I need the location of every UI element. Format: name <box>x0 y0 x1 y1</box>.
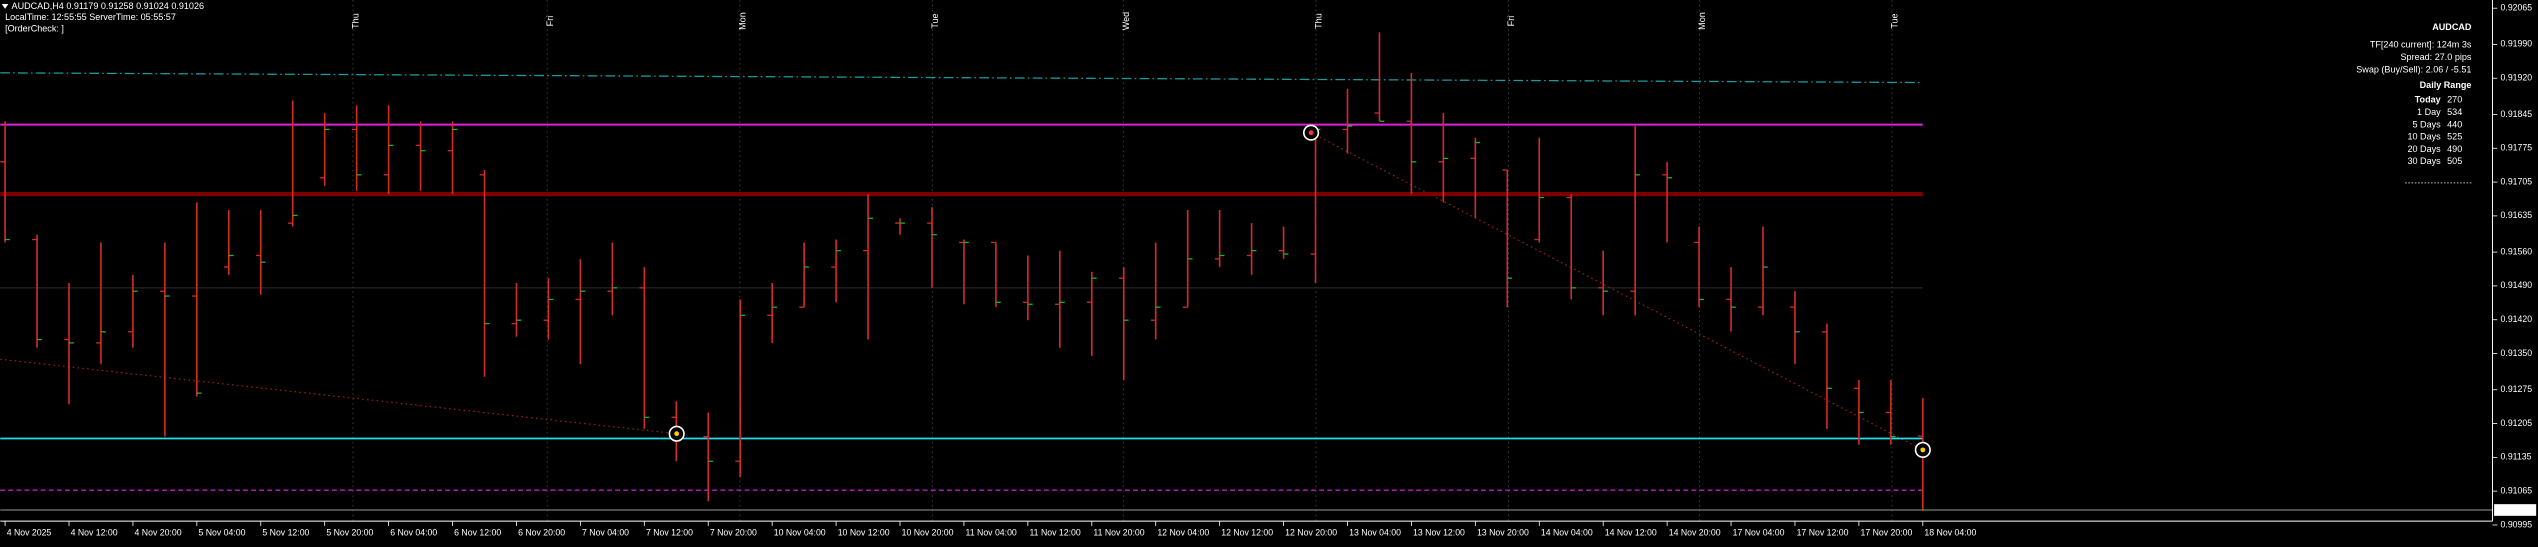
trend-line <box>0 358 677 435</box>
x-tick-label: 17 Nov 12:00 <box>1797 528 1849 538</box>
y-tick-label: 0.92065 <box>2501 3 2533 13</box>
panel-line: Swap (Buy/Sell): 2.06 / -5.51 <box>2356 64 2471 74</box>
x-tick-label: 17 Nov 04:00 <box>1733 528 1785 538</box>
marker-dot <box>1920 447 1926 453</box>
range-value: 534 <box>2447 107 2462 117</box>
x-tick-label: 7 Nov 04:00 <box>582 528 629 538</box>
x-tick-label: 10 Nov 12:00 <box>838 528 890 538</box>
x-tick-label: 4 Nov 12:00 <box>71 528 118 538</box>
x-tick-label: 13 Nov 12:00 <box>1413 528 1465 538</box>
x-tick-label: 7 Nov 20:00 <box>710 528 757 538</box>
x-tick-label: 5 Nov 04:00 <box>198 528 245 538</box>
y-tick-label: 0.91135 <box>2501 452 2532 462</box>
range-value: 440 <box>2447 119 2462 129</box>
labels: AUDCAD,H4 0.91179 0.91258 0.91024 0.9102… <box>4 1 2537 538</box>
y-tick-label: 0.91350 <box>2501 348 2533 358</box>
marker-dot <box>1308 130 1314 136</box>
channel-line <box>0 72 1923 84</box>
bars <box>0 32 1928 511</box>
range-value: 525 <box>2447 132 2462 142</box>
weekday-label: Tue <box>1890 13 1900 28</box>
y-tick-label: 0.91775 <box>2501 143 2533 153</box>
range-label: 1 Day <box>2417 107 2441 117</box>
x-tick-label: 12 Nov 20:00 <box>1285 528 1337 538</box>
range-title: Daily Range <box>2420 80 2472 90</box>
weekday-label: Fri <box>545 16 555 27</box>
x-tick-label: 14 Nov 04:00 <box>1541 528 1593 538</box>
y-tick-label: 0.91065 <box>2501 485 2533 495</box>
range-value: 505 <box>2447 156 2462 166</box>
range-value: 490 <box>2447 144 2462 154</box>
x-tick-label: 6 Nov 12:00 <box>454 528 501 538</box>
range-label: 30 Days <box>2407 156 2441 166</box>
marker-dot <box>674 431 680 437</box>
weekday-label: Mon <box>737 12 747 30</box>
x-tick-label: 5 Nov 20:00 <box>326 528 373 538</box>
y-tick-label: 0.91420 <box>2501 314 2533 324</box>
markers <box>668 124 1931 458</box>
menu-arrow[interactable] <box>1 4 9 9</box>
price-box <box>2494 504 2537 516</box>
info-line: LocalTime: 12:55:55 ServerTime: 05:55:57 <box>5 12 176 22</box>
panel-line: Spread: 27.0 pips <box>2401 52 2472 62</box>
range-label: Today <box>2415 95 2441 105</box>
weekday-label: Fri <box>1506 16 1516 27</box>
range-label: 20 Days <box>2407 144 2441 154</box>
x-tick-label: 6 Nov 04:00 <box>390 528 437 538</box>
info-line: AUDCAD,H4 0.91179 0.91258 0.91024 0.9102… <box>12 1 204 11</box>
y-tick-label: 0.91990 <box>2501 39 2533 49</box>
weekday-label: Tue <box>930 13 940 28</box>
price-box-label: 0.91026 <box>2499 504 2532 514</box>
x-tick-label: 12 Nov 04:00 <box>1157 528 1209 538</box>
weekday-label: Wed <box>1121 12 1131 30</box>
x-tick-label: 17 Nov 20:00 <box>1861 528 1913 538</box>
info-line: [OrderCheck: ] <box>5 24 64 34</box>
range-label: 5 Days <box>2413 119 2442 129</box>
y-tick-label: 0.91845 <box>2501 109 2533 119</box>
y-tick-label: 0.91275 <box>2501 384 2533 394</box>
weekday-label: Thu <box>1314 13 1324 29</box>
x-tick-label: 11 Nov 20:00 <box>1093 528 1144 538</box>
weekday-label: Mon <box>1697 12 1707 30</box>
x-tick-label: 18 Nov 04:00 <box>1924 528 1976 538</box>
x-tick-label: 11 Nov 04:00 <box>966 528 1017 538</box>
y-tick-label: 0.90995 <box>2501 519 2533 529</box>
x-tick-label: 7 Nov 12:00 <box>646 528 693 538</box>
x-tick-label: 10 Nov 04:00 <box>774 528 826 538</box>
x-tick-label: 4 Nov 2025 <box>7 528 52 538</box>
weekday-label: Thu <box>351 13 361 29</box>
x-tick-label: 6 Nov 20:00 <box>518 528 565 538</box>
panel-symbol: AUDCAD <box>2432 22 2472 32</box>
x-tick-label: 11 Nov 12:00 <box>1029 528 1080 538</box>
x-tick-label: 13 Nov 04:00 <box>1349 528 1401 538</box>
panel-line: TF[240 current]: 124m 3s <box>2370 40 2472 50</box>
y-tick-label: 0.91560 <box>2501 246 2533 256</box>
y-tick-label: 0.91635 <box>2501 210 2533 220</box>
y-tick-label: 0.91920 <box>2501 73 2533 83</box>
range-label: 10 Days <box>2407 132 2441 142</box>
x-tick-label: 14 Nov 20:00 <box>1669 528 1721 538</box>
x-tick-label: 13 Nov 20:00 <box>1477 528 1529 538</box>
x-tick-label: 12 Nov 12:00 <box>1221 528 1273 538</box>
x-tick-label: 14 Nov 12:00 <box>1605 528 1657 538</box>
trend-line <box>1310 132 1924 451</box>
x-tick-label: 10 Nov 20:00 <box>902 528 954 538</box>
y-tick-label: 0.91490 <box>2501 280 2533 290</box>
y-tick-label: 0.91205 <box>2501 418 2533 428</box>
x-tick-label: 5 Nov 12:00 <box>262 528 309 538</box>
range-value: 270 <box>2447 95 2462 105</box>
y-tick-label: 0.91705 <box>2501 176 2533 186</box>
x-tick-label: 4 Nov 20:00 <box>135 528 182 538</box>
